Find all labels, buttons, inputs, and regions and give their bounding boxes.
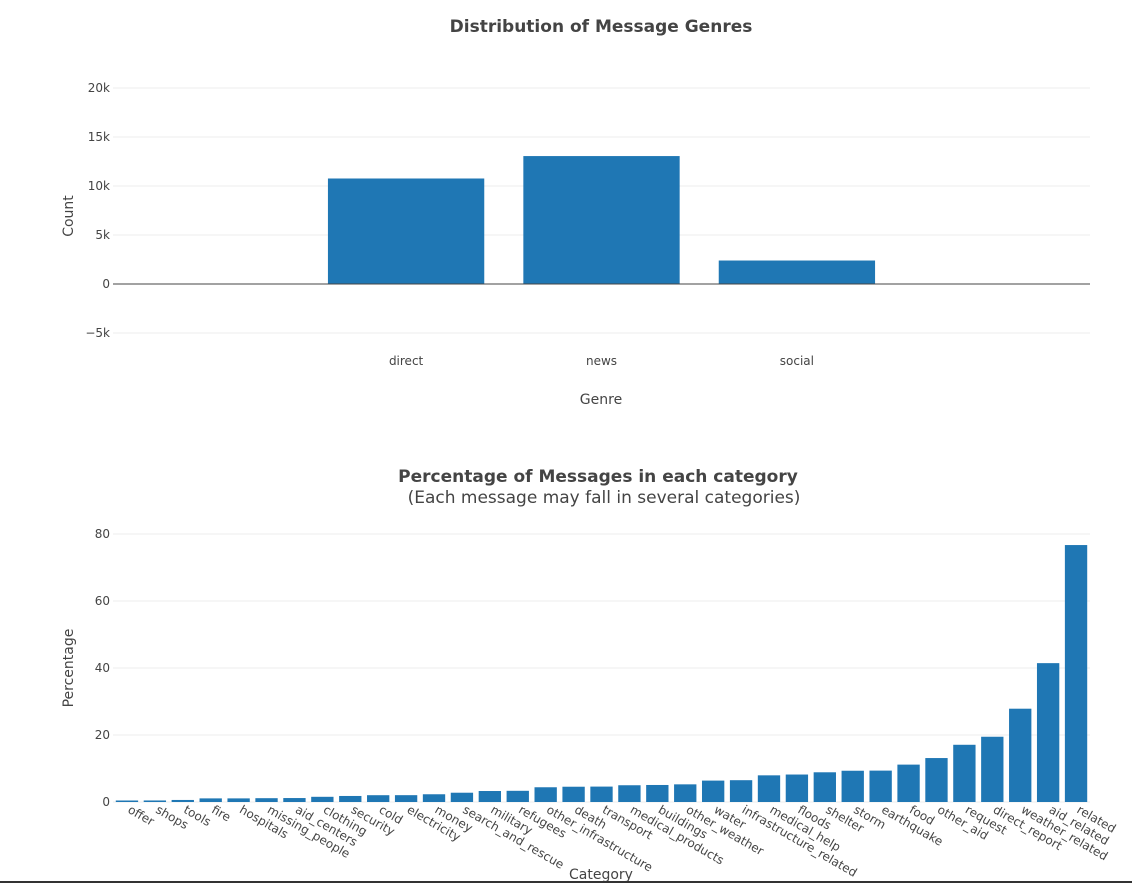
genre-bar-direct <box>327 178 485 284</box>
genre-chart-y-tick-label: 20k <box>88 81 110 95</box>
genre-bar-news <box>523 156 680 284</box>
category-bar-transport <box>590 786 613 802</box>
category-bar-water <box>701 780 725 802</box>
category-bar-refugees <box>506 790 529 802</box>
genre-chart-y-tick-label: 0 <box>102 277 110 291</box>
category-bar-search_and_rescue <box>450 792 474 802</box>
genre-chart-x-ticks: direct news social <box>389 354 814 368</box>
category-bar-electricity <box>394 795 418 802</box>
category-bar-other_infrastructure <box>534 787 557 802</box>
category-bar-other_aid <box>925 758 948 802</box>
category-chart-y-axis-title: Percentage <box>61 629 77 708</box>
category-bar-fire <box>199 798 222 802</box>
category-bar-buildings <box>646 784 669 802</box>
category-bar-clothing <box>311 796 334 802</box>
genre-chart-x-axis-title: Genre <box>580 392 622 408</box>
category-bar-shops <box>143 800 167 802</box>
category-bar-earthquake <box>869 770 892 802</box>
category-bar-security <box>339 795 362 802</box>
category-chart-y-tick-label: 60 <box>95 594 110 608</box>
category-bar-other_weather <box>674 784 697 802</box>
category-bar-hospitals <box>227 798 250 802</box>
category-chart-y-tick-label: 80 <box>95 527 110 541</box>
category-bar-request <box>953 744 976 802</box>
category-chart-y-tick-label: 40 <box>95 661 110 675</box>
category-bar-death <box>562 786 585 802</box>
category-bar-money <box>422 794 446 802</box>
category-bar-storm <box>841 770 864 802</box>
category-chart-x-axis-title: Category <box>569 867 633 881</box>
category-bar-infrastructure_related <box>729 780 753 802</box>
category-bar-related <box>1064 545 1088 802</box>
category-bar-offer <box>115 800 139 802</box>
genre-x-tick-label: social <box>780 354 814 368</box>
category-bar-aid_centers <box>283 798 306 802</box>
category-bar-shelter <box>813 772 836 802</box>
genre-chart-y-tick-label: 10k <box>88 179 110 193</box>
category-chart-title: Percentage of Messages in each category <box>398 467 798 487</box>
genre-x-tick-label: news <box>586 354 617 368</box>
category-chart-subtitle: (Each message may fall in several catego… <box>408 488 801 508</box>
category-bar-direct_report <box>981 736 1004 802</box>
category-bar-military <box>478 791 502 802</box>
genre-x-tick-label: direct <box>389 354 424 368</box>
category-chart-bars <box>115 545 1088 802</box>
category-chart-y-tick-label: 20 <box>95 728 110 742</box>
genre-chart-bars <box>113 156 1090 285</box>
genre-chart-y-tick-label: 5k <box>95 228 110 242</box>
category-bar-food <box>897 764 920 802</box>
category-bar-cold <box>367 795 390 802</box>
genre-chart-y-tick-label: −5k <box>85 326 110 340</box>
category-bar-aid_related <box>1036 663 1060 802</box>
genre-chart-title: Distribution of Message Genres <box>450 17 753 37</box>
genre-chart-y-ticks: −5k 0 5k 10k 15k 20k <box>85 81 110 340</box>
genre-chart-y-axis-title: Count <box>61 195 77 237</box>
category-chart-gridlines <box>113 533 1090 803</box>
bottom-border <box>0 881 1132 883</box>
category-bar-tools <box>171 799 194 802</box>
genre-chart: Distribution of Message Genres −5k 0 5k 10k… <box>61 17 1090 408</box>
category-x-tick-label: fire <box>209 802 233 824</box>
genre-chart-y-tick-label: 15k <box>88 130 110 144</box>
category-bar-medical_products <box>618 785 641 802</box>
genre-bar-social <box>718 260 876 284</box>
category-bar-medical_help <box>757 775 781 802</box>
category-x-tick-label: offer <box>125 802 156 828</box>
category-chart-y-tick-label: 0 <box>102 795 110 809</box>
category-bar-missing_people <box>255 798 278 802</box>
category-bar-weather_related <box>1009 708 1032 802</box>
category-bar-floods <box>785 774 809 802</box>
category-chart: Percentage of Messages in each category … <box>61 467 1118 883</box>
category-chart-y-ticks: 0 20 40 60 80 <box>95 527 110 809</box>
